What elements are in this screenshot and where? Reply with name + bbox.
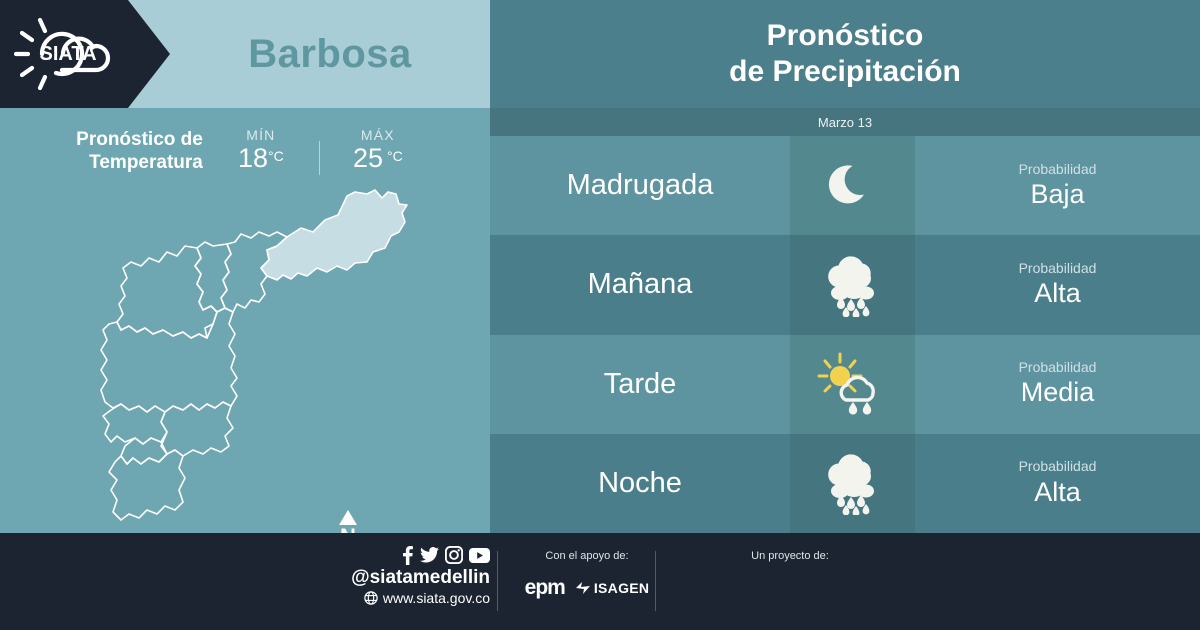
siata-logo-banner: SIATA (0, 0, 170, 108)
weather-icon-cell (790, 334, 915, 434)
instagram-icon[interactable] (445, 546, 463, 564)
probability-caption: Probabilidad (1018, 458, 1097, 475)
support-caption: Con el apoyo de: (545, 550, 629, 562)
siata-logo-text: SIATA (39, 43, 96, 65)
table-row[interactable]: Tarde (490, 334, 1200, 434)
project-group: Un proyecto de: (700, 550, 880, 562)
map-svg (100, 189, 408, 521)
weather-icon-cell (790, 136, 915, 236)
probability-value: Media (1020, 377, 1095, 408)
map-region-caldas (108, 449, 186, 521)
probability-value: Alta (1034, 476, 1081, 507)
twitter-icon[interactable] (420, 547, 439, 563)
temperature-min-unit: °C (268, 148, 284, 165)
facebook-icon[interactable] (402, 545, 414, 565)
precipitation-title-line2: de Precipitación (729, 55, 961, 88)
isagen-logo: ISAGEN (575, 580, 649, 596)
temperature-min-value-wrap: 18°C (225, 143, 297, 174)
table-row[interactable]: Mañana (490, 235, 1200, 335)
precipitation-title-line1: Pronóstico (766, 19, 924, 52)
footer-divider-1 (497, 551, 498, 611)
social-icons (330, 545, 490, 565)
probability-caption: Probabilidad (1018, 160, 1097, 177)
probability-cell: Probabilidad Alta (915, 235, 1200, 335)
table-row[interactable]: Madrugada Probabilidad Baja (490, 136, 1200, 236)
sun-disc (829, 366, 850, 387)
map-region-bello (116, 245, 218, 339)
sun-rain-cloud-icon (817, 352, 875, 415)
temperature-title-line1: Pronóstico de (76, 128, 203, 150)
temperature-max: MÁX 25 °C (342, 126, 414, 174)
table-row[interactable]: Noche (490, 433, 1200, 533)
forecast-rows: Madrugada Probabilidad Baja Mañana (490, 136, 1200, 533)
temperature-min-value: 18 (237, 143, 268, 174)
social-handle[interactable]: @siatamedellin (351, 567, 490, 588)
probability-cell: Probabilidad Alta (915, 433, 1200, 533)
footer-divider-2 (655, 551, 656, 611)
map-region-medellin (100, 307, 238, 413)
temperature-summary: Pronóstico de Temperatura MÍN 18°C MÁX 2… (0, 118, 490, 184)
temperature-panel: SIATA Barbosa Pronóstico de Temperatura … (0, 0, 490, 548)
period-label: Mañana (587, 268, 693, 301)
probability-value: Baja (1030, 178, 1085, 209)
support-logos: epm ISAGEN (512, 576, 662, 600)
temperature-title-line2: Temperatura (89, 152, 203, 173)
temperature-title: Pronóstico de Temperatura (76, 128, 203, 174)
temperature-max-unit: °C (387, 148, 403, 165)
period-label: Tarde (603, 367, 677, 400)
rain-cloud-icon (827, 454, 874, 516)
probability-value: Alta (1034, 278, 1081, 309)
map-region-barbosa (260, 189, 408, 281)
isagen-wordmark: ISAGEN (593, 580, 650, 596)
forecast-date: Marzo 13 (490, 108, 1200, 136)
precipitation-title: Pronóstico de Precipitación (490, 0, 1200, 108)
map-region-envigado (160, 401, 234, 457)
rain-cloud-icon (827, 256, 874, 317)
website-url[interactable]: www.siata.gov.co (382, 589, 490, 606)
period-label: Noche (598, 466, 682, 499)
north-arrow-head (339, 510, 357, 525)
temperature-min: MÍN 18°C (225, 126, 297, 174)
probability-caption: Probabilidad (1018, 259, 1097, 276)
footer: @siatamedellin www.siata.gov.co Con el a… (0, 533, 1200, 630)
social-group: @siatamedellin www.siata.gov.co (330, 545, 490, 606)
website-row[interactable]: www.siata.gov.co (330, 590, 490, 606)
moon-icon (828, 165, 864, 204)
probability-caption: Probabilidad (1018, 359, 1097, 376)
temperature-divider (318, 141, 320, 175)
temperature-min-label: MÍN (246, 126, 276, 143)
temperature-max-value: 25 (352, 143, 383, 174)
probability-cell: Probabilidad Baja (915, 136, 1200, 236)
probability-cell: Probabilidad Media (915, 334, 1200, 434)
precipitation-panel: Pronóstico de Precipitación Marzo 13 Mad… (490, 0, 1200, 533)
city-title: Barbosa (248, 31, 412, 76)
period-label: Madrugada (566, 169, 714, 202)
temperature-max-value-wrap: 25 °C (342, 143, 414, 174)
temperature-max-label: MÁX (360, 126, 395, 143)
weather-icon-cell (790, 235, 915, 335)
cloud-part (839, 375, 875, 402)
epm-logo: epm (524, 576, 566, 599)
project-caption: Un proyecto de: (751, 550, 829, 562)
sun-cloud-icon: SIATA (14, 17, 111, 91)
youtube-icon[interactable] (469, 547, 490, 563)
aburra-valley-map: N (55, 180, 445, 548)
support-group: Con el apoyo de: epm ISAGEN (512, 550, 662, 600)
sun-part (817, 352, 862, 393)
globe-icon (364, 591, 378, 605)
weather-icon-cell (790, 433, 915, 533)
isagen-mark-icon (575, 582, 590, 594)
